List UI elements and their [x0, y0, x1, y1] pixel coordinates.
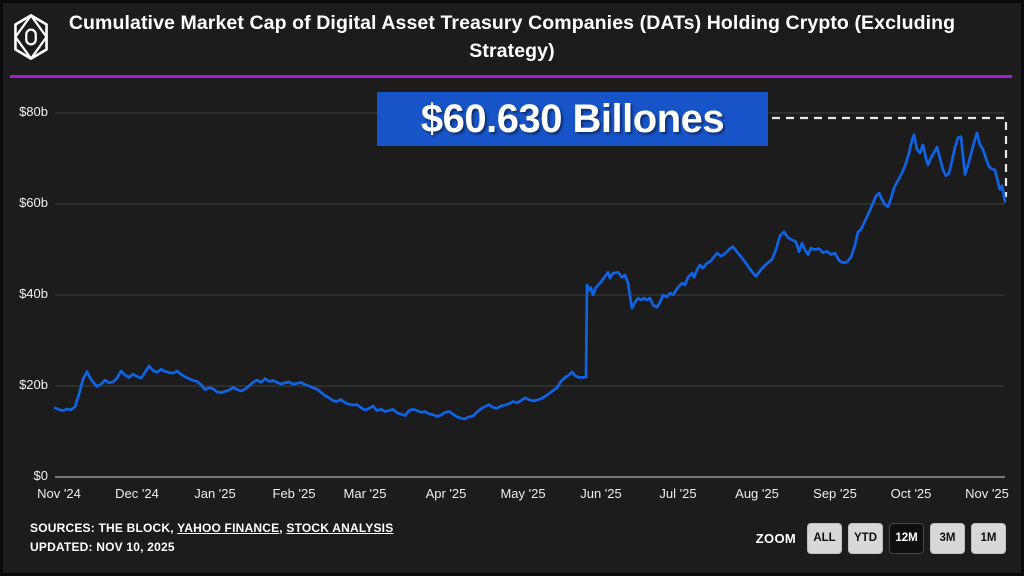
zoom-controls: ZOOM ALL YTD 12M 3M 1M — [756, 522, 1006, 554]
x-axis-label: Jun '25 — [580, 486, 622, 501]
zoom-button-12m[interactable]: 12M — [889, 522, 924, 554]
x-axis-label: Feb '25 — [272, 486, 316, 501]
x-axis-label: Nov '25 — [965, 486, 1009, 501]
chart-title: Cumulative Market Cap of Digital Asset T… — [68, 12, 956, 62]
y-axis-label: $20b — [19, 377, 48, 392]
x-axis-label: Nov '24 — [37, 486, 81, 501]
y-axis-label: $80b — [19, 104, 48, 119]
zoom-button-all[interactable]: ALL — [807, 522, 842, 554]
source-link-stock-analysis[interactable]: STOCK ANALYSIS — [286, 521, 394, 535]
zoom-controls-label: ZOOM — [755, 530, 796, 546]
accent-divider — [10, 75, 1012, 78]
the-block-logo-icon — [14, 14, 48, 60]
x-axis-label: Aug '25 — [735, 486, 779, 501]
market-cap-line-series — [53, 131, 1007, 421]
zoom-button-3m[interactable]: 3M — [930, 522, 965, 554]
value-annotation-badge: $60.630 Billones — [377, 92, 768, 146]
y-axis-label: $0 — [33, 468, 48, 483]
sources-separator: , — [279, 521, 287, 535]
zoom-button-1m[interactable]: 1M — [971, 522, 1006, 554]
x-axis-label: Sep '25 — [813, 486, 857, 501]
sources-line: SOURCES: THE BLOCK, YAHOO FINANCE, STOCK… — [30, 521, 393, 535]
updated-line: UPDATED: NOV 10, 2025 — [30, 540, 175, 554]
x-axis-label: Dec '24 — [115, 486, 159, 501]
y-axis-label: $60b — [19, 195, 48, 210]
x-axis-label: Jul '25 — [659, 486, 697, 501]
y-axis-label: $40b — [19, 286, 48, 301]
x-axis-label: Jan '25 — [194, 486, 236, 501]
source-link-yahoo-finance[interactable]: YAHOO FINANCE — [177, 521, 280, 535]
sources-prefix: SOURCES: THE BLOCK, — [30, 521, 178, 535]
callout-dashed-line — [772, 116, 1008, 198]
x-axis-label: Mar '25 — [343, 486, 387, 501]
x-axis-label: Oct '25 — [890, 486, 932, 501]
zoom-button-ytd[interactable]: YTD — [848, 522, 883, 554]
x-axis-label: Apr '25 — [425, 486, 467, 501]
x-axis-label: May '25 — [500, 486, 546, 501]
